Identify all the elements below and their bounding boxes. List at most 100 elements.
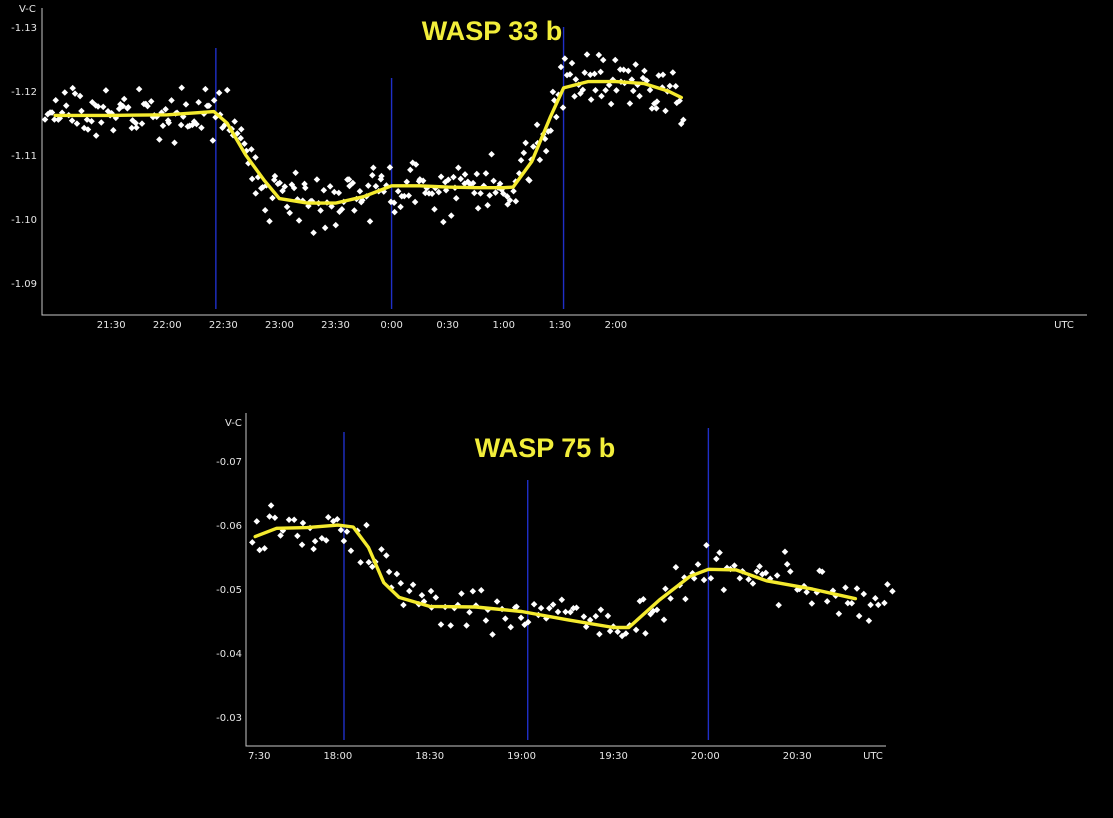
data-point bbox=[775, 601, 782, 609]
data-point bbox=[440, 218, 447, 226]
data-point bbox=[473, 170, 481, 178]
data-point bbox=[620, 66, 627, 73]
data-point bbox=[256, 546, 263, 554]
data-point bbox=[453, 194, 460, 202]
y-tick-label: -0.04 bbox=[216, 649, 242, 660]
y-tick-label: -0.07 bbox=[216, 457, 242, 468]
data-point bbox=[337, 526, 345, 534]
data-point bbox=[281, 183, 289, 190]
data-point bbox=[356, 187, 364, 195]
data-point bbox=[102, 87, 110, 94]
data-point bbox=[457, 175, 464, 183]
data-point bbox=[557, 63, 565, 71]
x-tick-label: 21:30 bbox=[97, 320, 126, 331]
data-point bbox=[653, 606, 661, 614]
data-point bbox=[311, 537, 319, 545]
data-point bbox=[632, 626, 640, 634]
x-tick-label: 1:00 bbox=[493, 320, 515, 331]
data-point bbox=[592, 86, 599, 94]
data-point bbox=[195, 98, 202, 106]
data-point bbox=[707, 575, 715, 582]
data-point bbox=[238, 125, 245, 133]
data-point bbox=[313, 176, 321, 183]
data-point bbox=[682, 595, 689, 603]
data-point bbox=[320, 186, 328, 194]
axes-frame bbox=[41, 8, 1087, 316]
data-point bbox=[261, 545, 268, 552]
data-point bbox=[553, 113, 560, 121]
x-tick-label: 20:30 bbox=[783, 751, 812, 762]
data-point bbox=[84, 126, 92, 133]
data-point bbox=[461, 171, 469, 178]
data-point bbox=[331, 188, 338, 196]
data-point bbox=[326, 183, 334, 190]
data-point bbox=[292, 169, 299, 176]
data-point bbox=[125, 104, 132, 111]
data-point bbox=[447, 622, 454, 629]
data-point bbox=[286, 209, 293, 217]
data-point bbox=[753, 568, 761, 575]
data-point bbox=[489, 631, 496, 638]
data-point bbox=[406, 587, 413, 595]
data-point bbox=[432, 594, 440, 601]
data-point bbox=[198, 124, 205, 132]
data-point bbox=[276, 179, 283, 187]
chart-title: WASP 75 b bbox=[475, 433, 616, 463]
data-point bbox=[612, 56, 619, 64]
data-point bbox=[182, 101, 190, 108]
data-point bbox=[471, 189, 478, 197]
data-point bbox=[507, 623, 514, 631]
data-point bbox=[773, 572, 781, 579]
data-point bbox=[248, 146, 255, 153]
y-tick-label: -1.09 bbox=[11, 279, 37, 290]
data-point bbox=[642, 630, 649, 637]
x-tick-label: 7:30 bbox=[248, 751, 270, 762]
data-point bbox=[249, 539, 256, 546]
data-point bbox=[884, 581, 891, 588]
data-point bbox=[277, 532, 284, 539]
data-point bbox=[549, 88, 557, 96]
data-point bbox=[867, 601, 874, 609]
data-point bbox=[546, 604, 553, 612]
data-point bbox=[517, 614, 525, 621]
data-point bbox=[512, 198, 520, 205]
data-point bbox=[458, 590, 465, 597]
data-point bbox=[419, 177, 427, 185]
data-point bbox=[493, 598, 501, 605]
data-point bbox=[783, 560, 791, 568]
data-point bbox=[252, 190, 259, 197]
data-point bbox=[542, 147, 550, 155]
data-point bbox=[580, 613, 588, 620]
data-point bbox=[412, 161, 420, 168]
data-point bbox=[403, 178, 410, 186]
data-point bbox=[469, 179, 477, 187]
data-point bbox=[533, 121, 541, 129]
data-point bbox=[450, 173, 457, 181]
data-point bbox=[716, 549, 723, 556]
data-point bbox=[572, 76, 580, 83]
data-point bbox=[463, 622, 470, 629]
data-point bbox=[128, 124, 136, 132]
data-point bbox=[294, 532, 301, 540]
data-point bbox=[573, 604, 580, 612]
data-point bbox=[592, 613, 600, 620]
data-point bbox=[385, 568, 393, 576]
data-point bbox=[636, 92, 643, 100]
data-point bbox=[370, 164, 377, 172]
data-point bbox=[667, 595, 674, 602]
data-point bbox=[391, 208, 398, 216]
data-point bbox=[881, 599, 888, 607]
data-point bbox=[530, 143, 537, 150]
data-point bbox=[604, 612, 612, 620]
data-point bbox=[502, 615, 509, 622]
y-axis-label: V-C bbox=[19, 4, 36, 15]
data-point bbox=[669, 69, 677, 76]
data-point bbox=[165, 119, 173, 127]
data-point bbox=[602, 87, 609, 94]
data-point bbox=[506, 197, 514, 204]
data-point bbox=[71, 90, 79, 97]
data-point bbox=[554, 608, 562, 616]
data-point bbox=[295, 217, 303, 224]
data-point bbox=[266, 513, 273, 520]
data-point bbox=[587, 71, 594, 79]
